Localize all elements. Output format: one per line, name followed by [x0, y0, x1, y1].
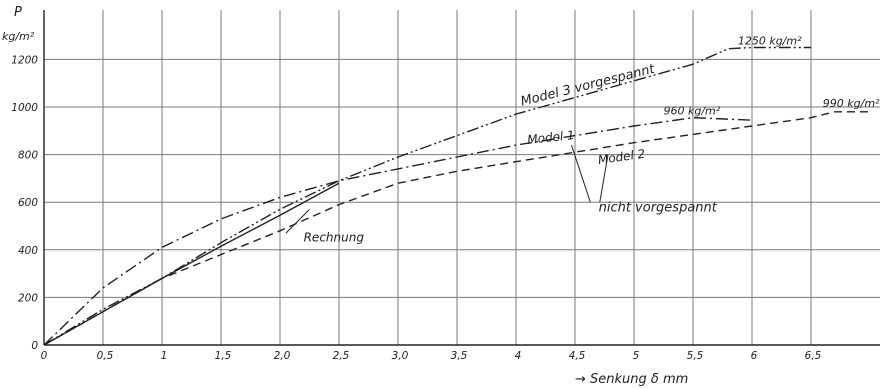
chart-annotations: Model 3 vorgespannt 1250 kg/m² Model 1 960 …	[304, 35, 880, 245]
chart-grid	[44, 10, 880, 345]
x-tick-label: 6,5	[805, 350, 822, 362]
annotation-label: Model 3 vorgespannt	[519, 62, 657, 110]
annotation-label: nicht vorgespannt	[599, 201, 718, 216]
annotation-label: Model 1	[527, 128, 576, 147]
leader-rechnung	[285, 208, 310, 234]
y-tick-label: 1200	[11, 54, 38, 66]
x-tick-label: 1,5	[215, 350, 232, 362]
x-tick-label: 1	[161, 350, 168, 362]
x-tick-label: 0,5	[97, 350, 114, 362]
leader-model2	[599, 154, 609, 203]
y-axis-title: P	[14, 5, 22, 20]
x-tick-label: 5	[633, 350, 640, 362]
x-tick-label: 4,5	[569, 350, 586, 362]
series-line-rechnung	[43, 182, 340, 346]
chart-series	[43, 46, 870, 346]
x-tick-label: 2,0	[274, 350, 291, 362]
y-tick-label: 1000	[11, 102, 38, 114]
leader-model1	[570, 144, 591, 203]
annotation-label: 960 kg/m²	[664, 105, 721, 118]
y-tick-label: 0	[31, 340, 38, 352]
annotation-label: Model 2	[597, 147, 646, 167]
x-tick-label: 5,5	[687, 350, 704, 362]
y-tick-label: 600	[18, 197, 38, 209]
chart-axis-titles: Pkg/m² → Senkung δ mm	[2, 5, 688, 387]
x-tick-label: 2,5	[333, 350, 350, 362]
annotation-label: Rechnung	[304, 230, 365, 244]
annotation-label: 1250 kg/m²	[738, 35, 802, 48]
chart-tick-labels: 0 0,5 1 1,5 2,0 2,5 3,0 3,5 4 4,5 5 5,5 6 6,5 0 200 400 6…	[11, 54, 821, 362]
x-axis-title: → Senkung δ mm	[575, 372, 688, 387]
annotation-label: 990 kg/m²	[823, 97, 880, 110]
series-line-model-1	[43, 116, 753, 346]
y-tick-label: 200	[18, 292, 38, 304]
y-tick-label: 400	[18, 245, 38, 257]
y-tick-label: 800	[18, 150, 38, 162]
chart-axes	[43, 10, 880, 346]
x-tick-label: 3,5	[451, 350, 468, 362]
x-tick-label: 0	[41, 350, 48, 362]
series-line-model-3-vorgespannt	[43, 46, 811, 346]
x-tick-label: 3,0	[392, 350, 409, 362]
y-axis-unit: kg/m²	[2, 30, 35, 43]
annotation-leaders	[285, 144, 609, 234]
x-tick-label: 6	[751, 350, 758, 362]
x-tick-label: 4	[515, 350, 522, 362]
